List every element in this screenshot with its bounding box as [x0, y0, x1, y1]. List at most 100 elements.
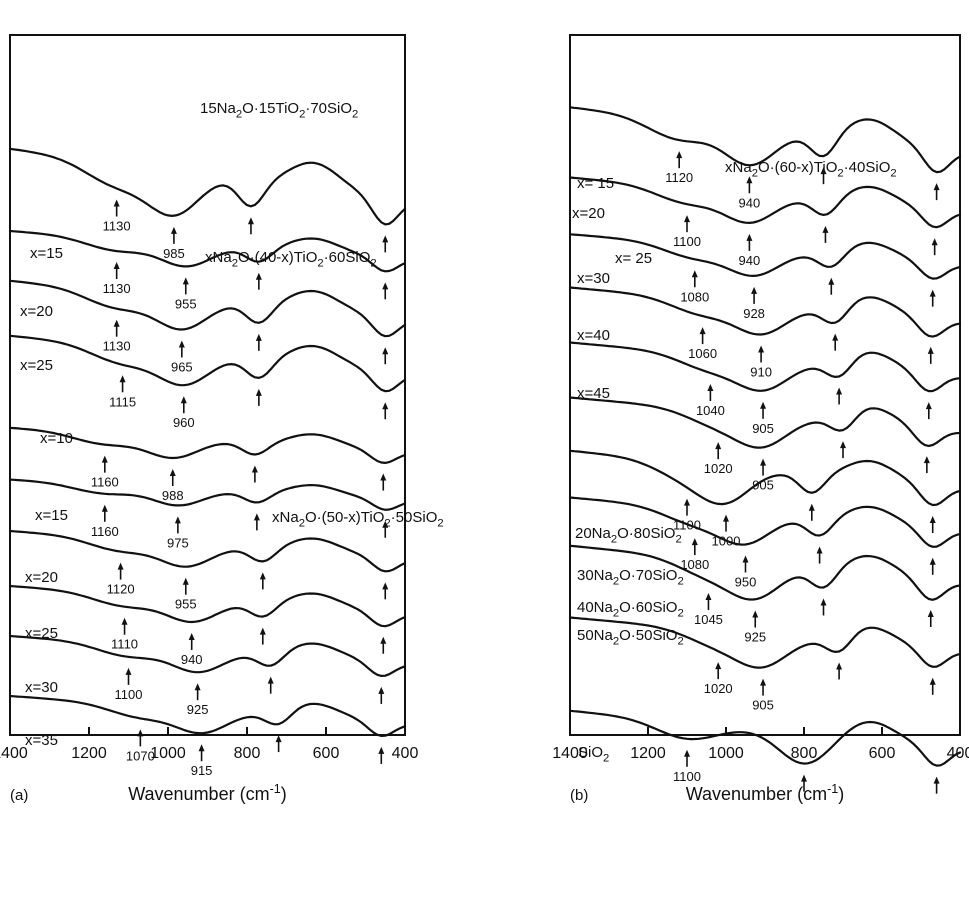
band-arrow-head	[715, 662, 722, 670]
band-arrow-head	[760, 458, 767, 466]
band-label: 915	[191, 763, 213, 778]
band-arrow-head	[380, 473, 387, 481]
panel-a: 1400 1200 1000 800 600 400 Wavenumber (cm-1) (a…	[0, 34, 444, 804]
spectrum-curve	[8, 279, 407, 338]
band-arrow-head	[119, 375, 126, 383]
band-arrow-head	[923, 456, 930, 464]
band-arrow-head	[929, 557, 936, 565]
spectrum-curve	[568, 286, 962, 338]
band-arrow-head	[746, 176, 753, 184]
band-arrow-head	[758, 345, 765, 353]
band-arrow-head	[198, 744, 205, 752]
series-x-label: x=45	[577, 385, 610, 402]
band-label: 1115	[109, 394, 136, 409]
band-arrow-head	[125, 667, 132, 675]
spectrum-curve	[8, 426, 407, 464]
panel-tag: (b)	[570, 787, 588, 804]
band-label: 1120	[665, 170, 693, 185]
spectrum-curve	[568, 396, 962, 449]
band-arrow-head	[751, 286, 758, 294]
spectrum-curve	[8, 584, 407, 628]
band-label: 925	[187, 702, 209, 717]
x-tick-label: 800	[234, 745, 261, 762]
band-label: 1020	[704, 681, 733, 696]
band-label: 1045	[694, 612, 723, 627]
spectrum-curve	[568, 544, 962, 601]
band-label: 960	[173, 415, 195, 430]
series-x-label: x=30	[577, 270, 610, 287]
x-tick-label: 1000	[150, 745, 186, 762]
band-arrow-head	[684, 749, 690, 757]
band-arrow-head	[836, 662, 843, 670]
band-arrow-head	[933, 776, 940, 784]
plot-frame	[569, 34, 961, 736]
band-arrow-head	[113, 319, 120, 327]
band-arrow-head	[113, 199, 120, 207]
x-tick-label: 1000	[708, 745, 744, 762]
series-x-label: x=20	[20, 303, 53, 320]
band-arrow-head	[676, 151, 683, 159]
band-arrow-head	[840, 441, 846, 449]
band-label: 910	[750, 364, 772, 379]
band-arrow-head	[836, 387, 843, 395]
band-arrow-head	[927, 609, 934, 617]
band-arrow-head	[382, 582, 389, 590]
band-arrow-head	[182, 277, 189, 285]
band-label: 1100	[115, 687, 143, 702]
band-label: 1070	[126, 748, 155, 763]
series-x-label: x=15	[30, 245, 63, 262]
band-label: 1160	[91, 475, 119, 490]
series-name: 20Na2​O·80SiO2​	[575, 525, 682, 546]
spectrum-curve	[568, 233, 962, 280]
x-tick-label: 1200	[630, 745, 666, 762]
x-tick-label: 1400	[552, 745, 588, 762]
series-name: SiO2​	[578, 744, 609, 765]
band-arrow-head	[255, 388, 262, 396]
x-axis-label: Wavenumber (cm-1)	[128, 782, 287, 804]
band-arrow-head	[929, 289, 936, 297]
band-arrow-head	[251, 465, 258, 473]
band-arrow-head	[715, 442, 722, 450]
band-label: 905	[752, 698, 774, 713]
band-arrow-head	[137, 729, 144, 737]
spectrum-curve	[568, 616, 962, 669]
band-arrow-head	[931, 238, 938, 246]
band-label: 1080	[680, 557, 709, 572]
band-label: 1120	[107, 582, 135, 597]
series-name: 30Na2​O·70SiO2​	[577, 567, 684, 588]
spectrum-curve	[568, 176, 962, 229]
band-arrow-head	[378, 746, 385, 754]
band-arrow-head	[382, 235, 389, 243]
band-arrow-head	[378, 686, 385, 694]
x-tick-label: 400	[392, 745, 419, 762]
band-arrow-head	[182, 577, 189, 585]
band-arrow-head	[752, 610, 759, 618]
series-x-label: x=40	[577, 327, 610, 344]
band-arrow-head	[380, 636, 387, 644]
band-arrow-head	[832, 333, 839, 341]
band-arrow-head	[705, 592, 712, 600]
band-label: 940	[181, 652, 203, 667]
band-arrow-head	[259, 627, 266, 635]
series-name: 40Na2​O·60SiO2​	[577, 599, 684, 620]
x-tick-label: 800	[791, 745, 818, 762]
series-name: 15Na2​O·15TiO2​·70SiO2​	[200, 100, 358, 121]
band-label: 1040	[696, 403, 725, 418]
band-label: 1160	[91, 524, 119, 539]
band-arrow-head	[178, 340, 185, 348]
band-label: 925	[744, 630, 766, 645]
series-x-label: x=30	[25, 679, 58, 696]
band-label: 955	[175, 296, 197, 311]
band-label: 1130	[103, 339, 131, 354]
series-x-label: x= 25	[615, 250, 652, 267]
band-arrow-head	[929, 515, 936, 523]
band-arrow-head	[684, 498, 690, 506]
band-label: 1080	[680, 289, 709, 304]
band-arrow-head	[760, 678, 767, 686]
spectrum-curve	[568, 449, 962, 507]
band-arrow-head	[691, 270, 698, 278]
band-arrow-head	[382, 282, 389, 290]
band-label: 928	[743, 306, 765, 321]
band-arrow-head	[180, 396, 187, 404]
